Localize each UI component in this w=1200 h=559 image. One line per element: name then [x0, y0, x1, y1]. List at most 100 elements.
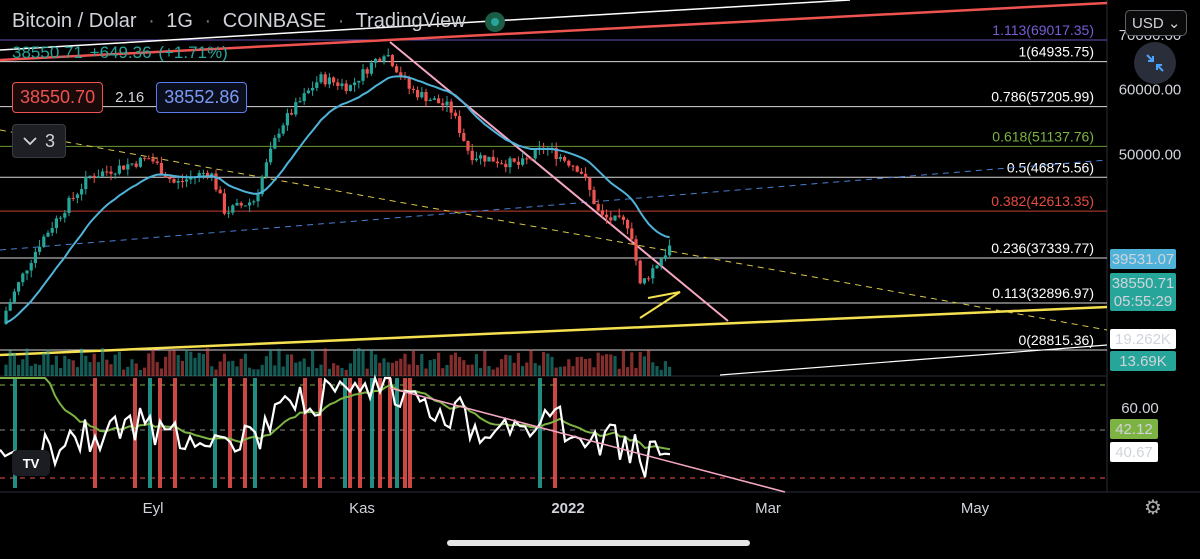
- volume-bar: [517, 353, 520, 376]
- fib-level-label: 1.113(69017.35): [992, 22, 1094, 38]
- volume-bar: [202, 354, 205, 376]
- candle: [219, 190, 222, 194]
- y-tick-label: 60000.00: [1119, 82, 1182, 99]
- candle: [647, 278, 650, 279]
- price-quote: 38550.71 +649.36 (+1.71%): [12, 43, 228, 63]
- candle: [151, 159, 154, 162]
- candle: [80, 189, 83, 194]
- volume-bar: [252, 369, 255, 376]
- volume-bar: [177, 355, 180, 376]
- volume-bar: [445, 365, 448, 376]
- candle: [235, 203, 238, 205]
- time-axis-label: Mar: [755, 500, 781, 517]
- volume-bar: [538, 365, 541, 376]
- price-axis-label: 13.69K: [1110, 351, 1176, 371]
- volume-bar: [4, 365, 7, 376]
- volume-bar: [181, 361, 184, 376]
- candle: [177, 181, 180, 183]
- volume-bar: [126, 367, 129, 376]
- candle: [118, 166, 121, 174]
- volume-bar: [231, 361, 234, 376]
- candle: [93, 176, 96, 178]
- volume-bar: [265, 356, 268, 376]
- signal-bar: [148, 378, 152, 488]
- volume-bar: [475, 354, 478, 376]
- platform-label: TradingView: [356, 10, 466, 32]
- volume-bar: [261, 365, 264, 376]
- candle: [563, 157, 566, 161]
- candle: [42, 237, 45, 247]
- volume-bar: [660, 370, 663, 376]
- candle: [286, 113, 289, 125]
- volume-bar: [387, 362, 390, 376]
- tradingview-logo-icon[interactable]: TV: [12, 450, 50, 476]
- chevron-down-icon: ⌄: [1168, 15, 1181, 32]
- volume-bar: [63, 356, 66, 376]
- candle: [613, 215, 616, 220]
- volume-bar: [441, 368, 444, 376]
- volume-bar: [420, 354, 423, 376]
- candle: [387, 55, 390, 56]
- volume-bar: [38, 365, 41, 376]
- sell-button[interactable]: 38550.70: [12, 82, 103, 113]
- volume-bar: [525, 362, 528, 376]
- volume-bar: [130, 359, 133, 376]
- candle: [605, 215, 608, 218]
- volume-bar: [580, 357, 583, 376]
- volume-bar: [198, 353, 201, 376]
- volume-bar: [164, 357, 167, 376]
- buy-button[interactable]: 38552.86: [156, 82, 247, 113]
- volume-bar: [42, 353, 45, 376]
- volume-bar: [122, 370, 125, 376]
- candle: [63, 213, 66, 218]
- volume-bar: [214, 370, 217, 376]
- candle: [437, 98, 440, 103]
- candle: [122, 166, 125, 170]
- volume-bar: [277, 349, 280, 376]
- candle: [366, 69, 369, 73]
- volume-bar: [13, 353, 16, 376]
- price-change-percent: (+1.71%): [158, 43, 227, 62]
- volume-bar: [88, 362, 91, 376]
- volume-bar: [361, 350, 364, 376]
- last-price: 38550.71: [12, 43, 83, 62]
- candle: [21, 274, 24, 283]
- volume-bar: [462, 360, 465, 376]
- candle: [307, 90, 310, 93]
- fullscreen-button[interactable]: [1134, 42, 1176, 84]
- osc-axis-label: 40.67: [1110, 442, 1158, 462]
- volume-bar: [382, 358, 385, 376]
- volume-bar: [273, 365, 276, 376]
- signal-bar: [408, 378, 412, 488]
- currency-selector[interactable]: USD ⌄: [1125, 10, 1187, 36]
- candle: [156, 162, 159, 163]
- candle: [420, 92, 423, 97]
- candle: [273, 138, 276, 149]
- volume-bar: [550, 357, 553, 376]
- volume-bar: [286, 354, 289, 376]
- volume-bar: [80, 349, 83, 376]
- indicators-toggle-button[interactable]: 3: [12, 124, 66, 158]
- header-separator: ·: [205, 10, 212, 32]
- time-axis-label: May: [961, 500, 990, 517]
- support-trendline: [0, 307, 1107, 355]
- candle: [395, 66, 398, 72]
- price-axis-label: 39531.07: [1110, 249, 1176, 269]
- candle: [475, 159, 478, 161]
- gear-icon[interactable]: ⚙: [1142, 497, 1164, 519]
- candle: [567, 161, 570, 166]
- candle: [294, 102, 297, 115]
- volume-bar: [172, 350, 175, 376]
- volume-bar: [496, 367, 499, 376]
- candle: [643, 278, 646, 283]
- candle: [269, 149, 272, 163]
- volume-bar: [151, 350, 154, 376]
- volume-bar: [529, 350, 532, 376]
- candle: [471, 151, 474, 160]
- volume-bar: [471, 365, 474, 376]
- interval-label[interactable]: 1G: [166, 10, 193, 32]
- price-label-value: 39531.07: [1112, 251, 1175, 268]
- volume-bar: [244, 354, 247, 376]
- candle: [492, 157, 495, 162]
- volume-bar: [298, 361, 301, 376]
